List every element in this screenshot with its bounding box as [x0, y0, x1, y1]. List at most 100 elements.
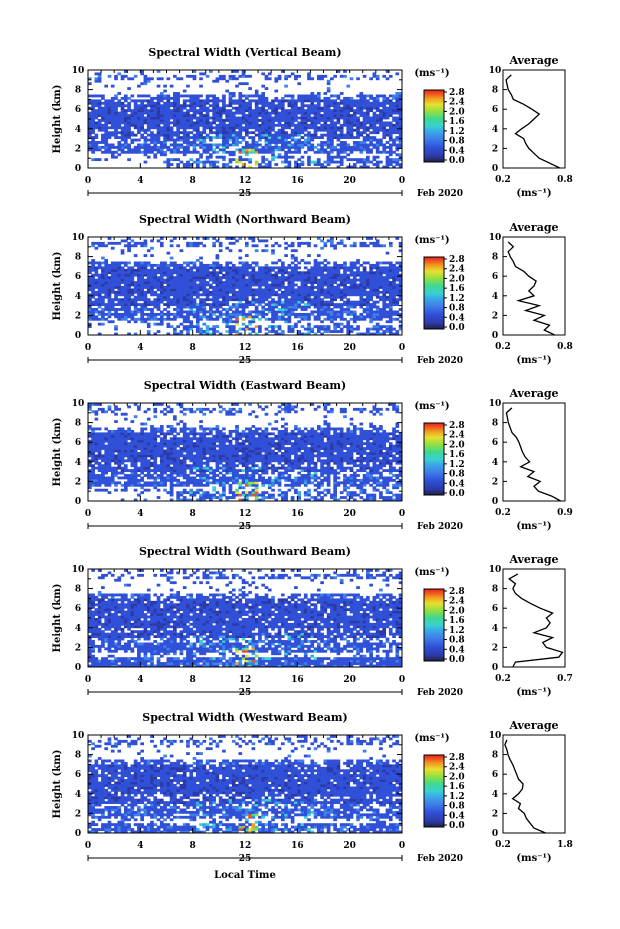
heatmap-cell	[127, 286, 131, 289]
heatmap-cell	[91, 136, 95, 139]
heatmap-cell	[238, 312, 243, 316]
heatmap-cell	[320, 99, 324, 103]
heatmap-cell	[209, 126, 213, 130]
heatmap-cell	[366, 99, 370, 103]
heatmap-cell	[218, 293, 223, 297]
heatmap-cell	[130, 317, 135, 321]
heatmap-cell	[359, 160, 364, 164]
heatmap-cell	[107, 305, 112, 309]
heatmap-cell	[267, 138, 272, 142]
heatmap-cell	[333, 327, 337, 331]
heatmap-cell	[140, 317, 144, 321]
heatmap-cell	[153, 101, 158, 105]
heatmap-cell	[156, 239, 161, 243]
heatmap-cell	[388, 101, 393, 105]
heatmap-cell	[205, 136, 210, 139]
heatmap-cell	[294, 131, 298, 135]
heatmap-cell	[267, 273, 272, 277]
heatmap-cell	[137, 148, 141, 152]
heatmap-cell	[385, 121, 390, 125]
heatmap-cell	[94, 283, 99, 287]
heatmap-cell	[88, 276, 92, 280]
heatmap-cell	[313, 116, 318, 120]
heatmap-cell	[238, 128, 243, 132]
heatmap-cell	[241, 290, 246, 294]
heatmap-cell	[316, 128, 321, 132]
heatmap-cell	[320, 266, 324, 270]
heatmap-cell	[120, 150, 125, 154]
heatmap-cell	[189, 493, 194, 497]
heatmap-cell	[166, 126, 171, 130]
heatmap-cell	[248, 237, 252, 240]
heatmap-cell	[254, 94, 259, 98]
heatmap-cell	[140, 106, 144, 110]
heatmap-cell	[274, 89, 279, 93]
heatmap-cell	[202, 332, 207, 336]
heatmap-cell	[205, 94, 210, 98]
heatmap-cell	[130, 283, 135, 287]
heatmap-cell	[307, 148, 311, 152]
heatmap-cell	[261, 315, 266, 319]
heatmap-cell	[218, 143, 223, 147]
heatmap-cell	[362, 141, 367, 144]
heatmap-cell	[110, 96, 115, 100]
heatmap-cell	[146, 273, 151, 277]
heatmap-cell	[398, 165, 403, 169]
heatmap-cell	[212, 295, 216, 299]
heatmap-cell	[300, 123, 305, 127]
heatmap-cell	[166, 136, 171, 139]
colorbar-unit-label: (ms⁻¹)	[414, 68, 449, 79]
heatmap-cell	[379, 94, 383, 98]
heatmap-cell	[349, 310, 354, 314]
heatmap-cell	[101, 317, 105, 321]
heatmap-cell	[316, 312, 321, 316]
heatmap-cell	[307, 281, 311, 284]
heatmap-cell	[362, 498, 367, 502]
heatmap-cell	[176, 496, 180, 499]
colorbar-tick-label: 0.4	[449, 313, 465, 323]
heatmap-cell	[117, 148, 122, 152]
heatmap-cell	[379, 332, 383, 336]
heatmap-cell	[192, 305, 197, 309]
heatmap-cell	[333, 315, 337, 319]
heatmap-cell	[375, 312, 380, 316]
heatmap-cell	[362, 123, 367, 127]
heatmap-cell	[294, 300, 298, 304]
heatmap-cell	[228, 488, 233, 492]
heatmap-cell	[169, 104, 174, 108]
heatmap-cell	[163, 273, 167, 277]
heatmap-cell	[313, 150, 318, 154]
heatmap-cell	[110, 131, 115, 135]
heatmap-cell	[166, 145, 171, 149]
heatmap-cell	[339, 322, 344, 326]
heatmap-cell	[310, 273, 315, 277]
heatmap-cell	[287, 317, 292, 321]
heatmap-cell	[323, 119, 328, 122]
heatmap-cell	[313, 310, 318, 314]
heatmap-cell	[297, 261, 301, 265]
heatmap-cell	[245, 283, 249, 287]
heatmap-cell	[166, 148, 171, 152]
heatmap-cell	[130, 310, 135, 314]
heatmap-cell	[222, 74, 226, 78]
heatmap-cell	[169, 133, 174, 137]
heatmap-cell	[146, 101, 151, 105]
heatmap-cell	[313, 163, 318, 166]
heatmap-cell	[212, 263, 216, 267]
heatmap-cell	[300, 128, 305, 132]
heatmap-cell	[398, 131, 403, 135]
heatmap-cell	[277, 271, 282, 275]
heatmap-cell	[248, 148, 252, 152]
heatmap-cell	[222, 128, 226, 132]
heatmap-cell	[320, 143, 324, 147]
heatmap-cell	[241, 288, 246, 292]
heatmap-cell	[235, 266, 239, 270]
heatmap-cell	[267, 317, 272, 321]
heatmap-cell	[290, 106, 295, 110]
heatmap-cell	[297, 145, 301, 149]
heatmap-cell	[359, 271, 364, 275]
heatmap-cell	[372, 244, 377, 248]
heatmap-cell	[346, 486, 351, 490]
heatmap-cell	[388, 325, 393, 329]
heatmap-cell	[91, 261, 95, 265]
